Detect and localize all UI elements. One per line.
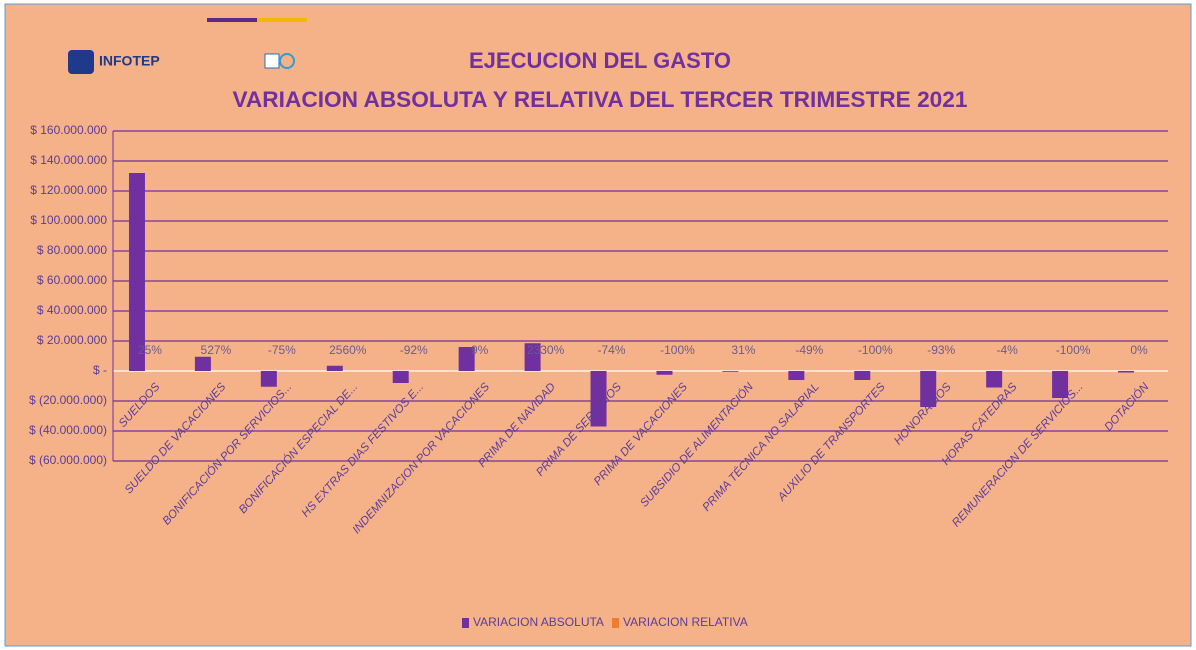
data-label: -4%: [996, 343, 1018, 357]
data-label: 31%: [731, 343, 755, 357]
bar: [326, 365, 343, 371]
bar: [458, 347, 475, 371]
data-label: 25%: [138, 343, 162, 357]
logo-icon: [68, 50, 94, 74]
bar: [986, 371, 1003, 388]
y-tick-label: $ (20.000.000): [29, 393, 107, 407]
logo-icon: [264, 53, 280, 69]
bar: [260, 371, 277, 387]
y-tick-label: $ 60.000.000: [37, 273, 107, 287]
y-tick-label: $ 80.000.000: [37, 243, 107, 257]
logo-icon: [279, 53, 295, 69]
y-tick-label: $ 120.000.000: [30, 183, 107, 197]
bar: [1118, 371, 1135, 373]
bar: [590, 371, 607, 427]
data-label: -74%: [598, 343, 626, 357]
legend-label: VARIACION ABSOLUTA: [473, 615, 604, 629]
background: [4, 3, 1192, 647]
data-label: -100%: [858, 343, 893, 357]
y-tick-label: $ (40.000.000): [29, 423, 107, 437]
logo-text: INFOTEP: [99, 53, 160, 69]
y-tick-label: $ -: [93, 363, 107, 377]
data-label: -49%: [795, 343, 823, 357]
data-label: 2560%: [329, 343, 367, 357]
bar: [656, 371, 673, 375]
chart-subtitle: VARIACION ABSOLUTA Y RELATIVA DEL TERCER…: [233, 87, 968, 112]
data-label: -93%: [927, 343, 955, 357]
legend-label: VARIACION RELATIVA: [623, 615, 748, 629]
chart-title: EJECUCION DEL GASTO: [469, 48, 731, 73]
data-label: -92%: [400, 343, 428, 357]
bar: [1052, 371, 1069, 398]
bar: [788, 371, 805, 380]
data-label: -75%: [268, 343, 296, 357]
data-label: 0%: [1130, 343, 1148, 357]
y-tick-label: $ 140.000.000: [30, 153, 107, 167]
data-label: -100%: [1056, 343, 1091, 357]
y-tick-label: $ 40.000.000: [37, 303, 107, 317]
y-tick-label: $ (60.000.000): [29, 453, 107, 467]
bar: [194, 356, 211, 371]
legend-swatch: [462, 618, 469, 628]
bar: [854, 371, 871, 380]
data-label: 9%: [471, 343, 489, 357]
bar: [722, 371, 739, 372]
bar: [524, 343, 541, 371]
y-tick-label: $ 100.000.000: [30, 213, 107, 227]
y-tick-label: $ 20.000.000: [37, 333, 107, 347]
data-label: -100%: [660, 343, 695, 357]
bar: [128, 173, 145, 371]
data-label: 527%: [201, 343, 232, 357]
bar: [392, 371, 409, 383]
legend-swatch: [612, 618, 619, 628]
bar: [920, 371, 937, 407]
data-label: 2330%: [527, 343, 565, 357]
y-tick-label: $ 160.000.000: [30, 123, 107, 137]
